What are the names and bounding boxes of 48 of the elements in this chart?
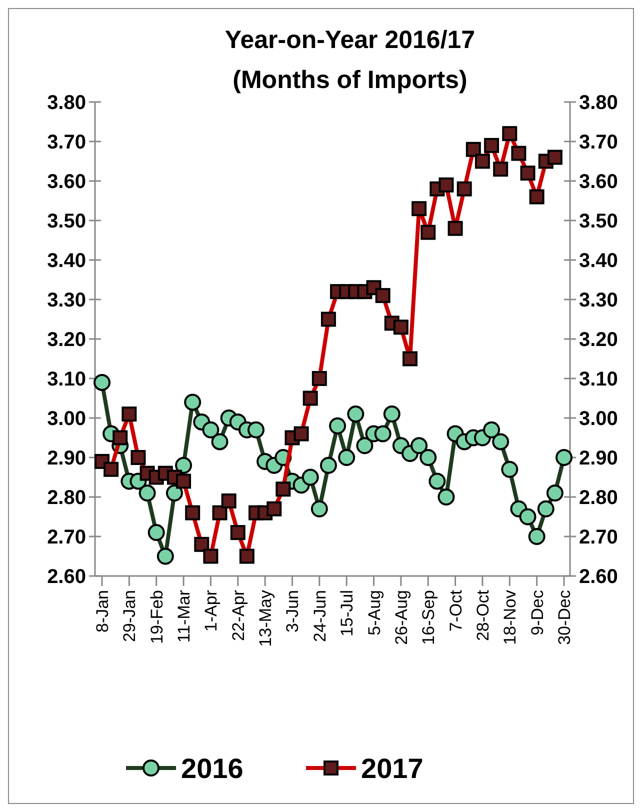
x-tick-label: 7-Oct <box>446 590 466 632</box>
x-tick-label: 22-Apr <box>228 590 248 642</box>
chart-title: Year-on-Year 2016/17 <box>224 26 476 54</box>
y2-tick-label: 3.70 <box>579 132 618 154</box>
x-tick-label: 1-Apr <box>202 590 221 632</box>
y2-tick-label: 3.20 <box>579 329 618 351</box>
y-tick-label: 3.50 <box>47 210 86 232</box>
y-tick-label: 3.60 <box>47 171 86 193</box>
x-tick-label: 3-Jun <box>283 590 302 633</box>
y2-tick-label: 2.70 <box>579 526 618 548</box>
y-tick-label: 3.20 <box>47 329 86 351</box>
legend-label: 2016 <box>181 752 244 784</box>
y-tick-label: 2.90 <box>47 448 86 470</box>
y-tick-label: 2.70 <box>47 526 86 548</box>
y-tick-label: 3.80 <box>47 92 86 114</box>
y-tick-label: 3.40 <box>47 250 86 272</box>
y2-tick-label: 3.50 <box>579 210 618 232</box>
x-tick-label: 11-Mar <box>174 590 194 643</box>
y-tick-label: 2.60 <box>47 566 86 588</box>
x-tick-label: 16-Sep <box>419 590 438 645</box>
x-tick-label: 15-Jul <box>338 590 357 636</box>
y-tick-label: 3.70 <box>47 132 86 154</box>
x-tick-label: 18-Nov <box>500 590 520 645</box>
x-tick-label: 5-Aug <box>364 590 384 636</box>
x-tick-label: 24-Jun <box>310 590 330 642</box>
y2-tick-label: 3.40 <box>579 250 618 272</box>
y2-tick-label: 3.00 <box>579 408 618 430</box>
x-tick-label: 8-Jan <box>93 590 112 633</box>
y2-tick-label: 2.90 <box>579 448 618 470</box>
x-tick-label: 28-Oct <box>473 590 492 642</box>
y-tick-label: 2.80 <box>47 487 86 509</box>
y2-tick-label: 3.10 <box>579 368 618 390</box>
y2-tick-label: 3.30 <box>579 290 618 312</box>
chart-subtitle: (Months of Imports) <box>232 66 468 94</box>
y-tick-label: 3.30 <box>47 290 86 312</box>
x-tick-label: 29-Jan <box>120 590 140 642</box>
y2-tick-label: 3.60 <box>579 171 618 193</box>
legend-label: 2017 <box>361 752 424 784</box>
y-tick-label: 3.00 <box>47 408 86 430</box>
x-tick-label: 13-May <box>256 590 276 647</box>
x-tick-label: 9-Dec <box>528 590 547 636</box>
x-tick-label: 26-Aug <box>392 590 411 645</box>
x-tick-label: 30-Dec <box>555 590 574 645</box>
y2-tick-label: 2.60 <box>579 566 618 588</box>
y2-tick-label: 3.80 <box>579 92 618 114</box>
y2-tick-label: 2.80 <box>579 487 618 509</box>
y-tick-label: 3.10 <box>47 368 86 390</box>
x-tick-label: 19-Feb <box>147 590 166 644</box>
